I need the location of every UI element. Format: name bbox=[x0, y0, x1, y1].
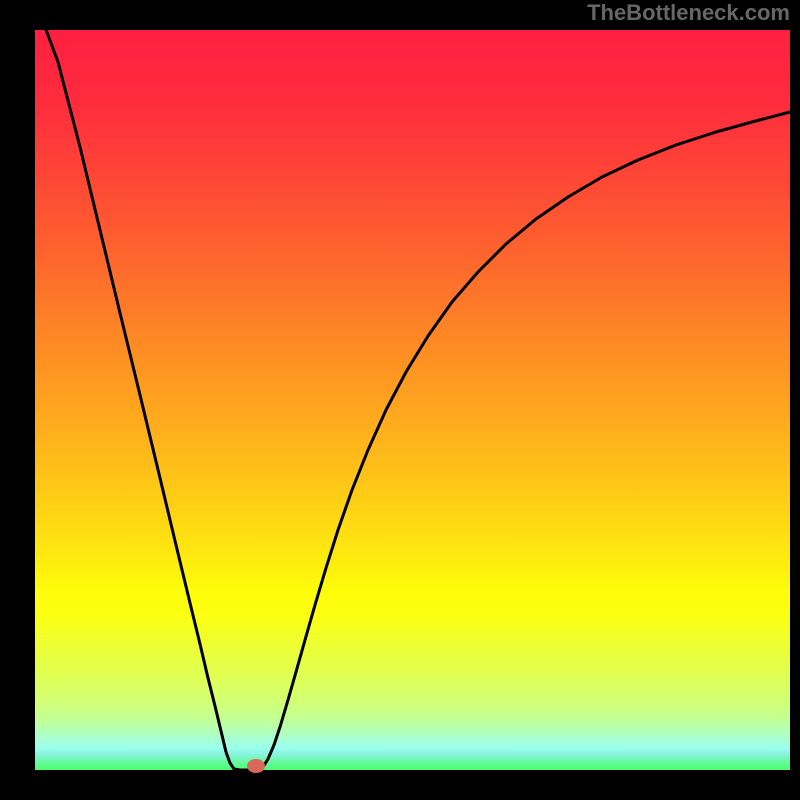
optimal-point-marker bbox=[247, 759, 265, 773]
chart-svg bbox=[0, 0, 800, 800]
bottleneck-chart: TheBottleneck.com bbox=[0, 0, 800, 800]
watermark-text: TheBottleneck.com bbox=[587, 0, 790, 26]
bottleneck-curve bbox=[35, 0, 790, 770]
